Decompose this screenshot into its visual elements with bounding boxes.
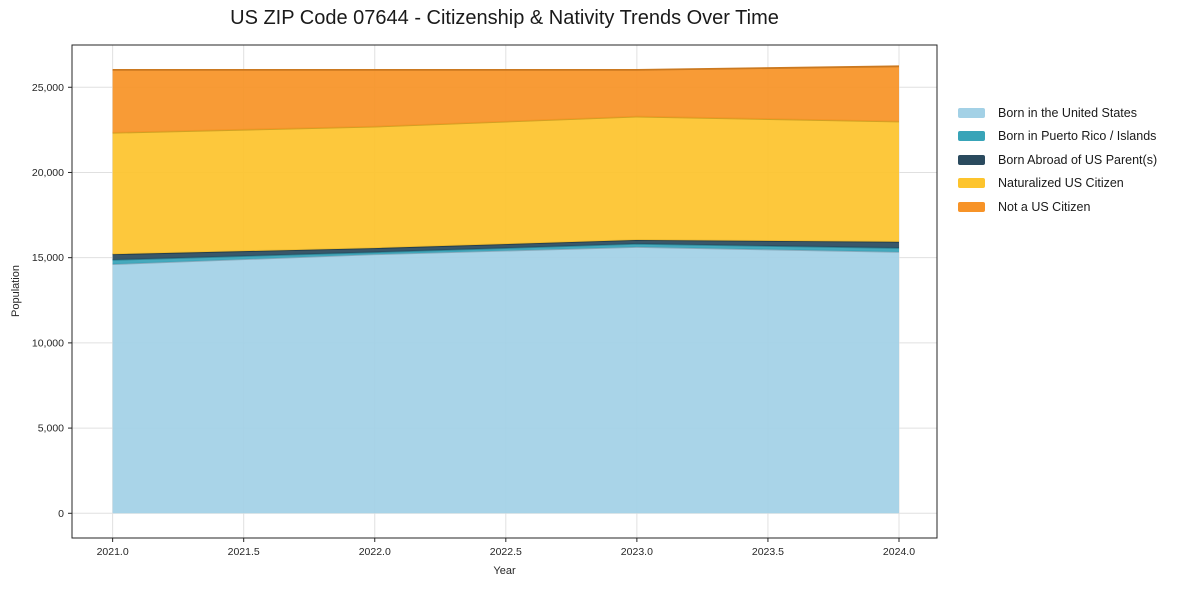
chart-title: US ZIP Code 07644 - Citizenship & Nativi… [230,7,779,29]
legend-item: Born in Puerto Rico / Islands [958,125,1157,149]
area-series-edge [112,65,900,71]
y-tick-label: 25,000 [32,82,64,94]
area-series [112,116,899,255]
y-tick-label: 20,000 [32,167,64,179]
y-tick-label: 15,000 [32,252,64,264]
legend-swatch-icon [958,178,985,189]
x-tick-label: 2023.0 [621,546,653,558]
legend: Born in the United States Born in Puerto … [958,101,1157,219]
legend-label: Born Abroad of US Parent(s) [998,152,1158,167]
legend-item: Born Abroad of US Parent(s) [958,148,1157,172]
legend-swatch-icon [958,107,985,118]
legend-swatch-icon [958,201,985,212]
legend-item: Born in the United States [958,101,1157,125]
y-tick-label: 0 [58,508,64,520]
area-series [112,66,899,133]
legend-item: Naturalized US Citizen [958,172,1157,196]
axes-frame [71,44,938,539]
legend-swatch-icon [958,131,985,142]
x-tick-label: 2022.5 [490,546,522,558]
legend-label: Born in Puerto Rico / Islands [998,129,1157,144]
legend-swatch-icon [958,154,985,165]
x-axis-label: Year [493,565,516,577]
y-tick-label: 10,000 [32,337,64,349]
x-tick-label: 2021.5 [228,546,260,558]
x-tick-label: 2024.0 [883,546,915,558]
y-tick-label: 5,000 [38,423,64,435]
x-tick-label: 2023.5 [752,546,784,558]
area-series [112,246,899,514]
x-tick-label: 2021.0 [97,546,129,558]
legend-label: Not a US Citizen [998,199,1091,214]
legend-label: Naturalized US Citizen [998,176,1124,191]
legend-label: Born in the United States [998,105,1137,120]
legend-item: Not a US Citizen [958,195,1157,219]
x-tick-label: 2022.0 [359,546,391,558]
